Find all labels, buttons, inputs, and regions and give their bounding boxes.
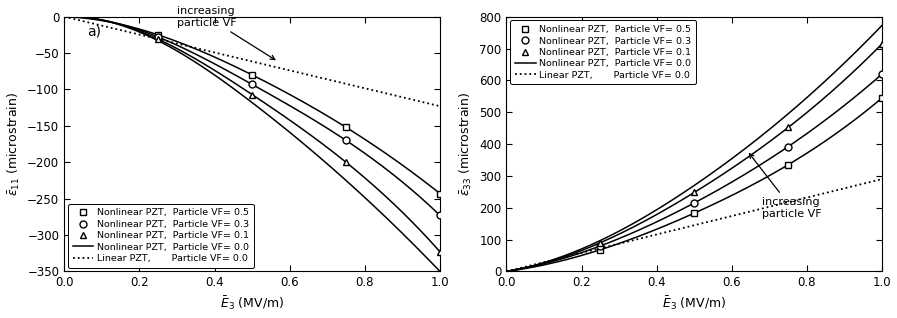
Nonlinear PZT,  Particle VF= 0.0 [283, 130, 294, 134]
Nonlinear PZT,  Particle VF= 0.3 [247, 82, 257, 86]
Nonlinear PZT,  Particle VF= 0.5 [434, 192, 445, 196]
Y-axis label: $\bar{\varepsilon}_{33}$ (microstrain): $\bar{\varepsilon}_{33}$ (microstrain) [457, 92, 474, 196]
Nonlinear PZT,  Particle VF= 0.0 [731, 153, 742, 157]
Nonlinear PZT,  Particle VF= 0.0 [818, 81, 829, 85]
Nonlinear PZT,  Particle VF= 0.0 [64, 15, 74, 18]
Nonlinear PZT,  Particle VF= 0.5 [783, 163, 794, 167]
Line: Nonlinear PZT,  Particle VF= 0.3: Nonlinear PZT, Particle VF= 0.3 [154, 34, 443, 219]
Nonlinear PZT,  Particle VF= 0.0 [723, 159, 734, 163]
Nonlinear PZT,  Particle VF= 0.0 [501, 269, 512, 273]
Nonlinear PZT,  Particle VF= 0.0 [401, 235, 412, 239]
Nonlinear PZT,  Particle VF= 0.0 [876, 23, 887, 27]
Nonlinear PZT,  Particle VF= 0.1 [341, 160, 352, 164]
Nonlinear PZT,  Particle VF= 0.0 [725, 158, 736, 162]
Nonlinear PZT,  Particle VF= 0.0 [60, 15, 71, 18]
Nonlinear PZT,  Particle VF= 0.1 [247, 93, 257, 96]
Line: Nonlinear PZT,  Particle VF= 0.0: Nonlinear PZT, Particle VF= 0.0 [65, 17, 440, 271]
Nonlinear PZT,  Particle VF= 0.5 [152, 33, 163, 37]
Nonlinear PZT,  Particle VF= 0.1 [434, 250, 445, 254]
Line: Nonlinear PZT,  Particle VF= 0.3: Nonlinear PZT, Particle VF= 0.3 [597, 71, 885, 249]
Nonlinear PZT,  Particle VF= 0.0 [283, 129, 293, 133]
Nonlinear PZT,  Particle VF= 0.1 [152, 37, 163, 41]
Legend: Nonlinear PZT,  Particle VF= 0.5, Nonlinear PZT,  Particle VF= 0.3, Nonlinear PZ: Nonlinear PZT, Particle VF= 0.5, Nonline… [68, 204, 254, 268]
Nonlinear PZT,  Particle VF= 0.1 [783, 126, 794, 129]
Line: Nonlinear PZT,  Particle VF= 0.5: Nonlinear PZT, Particle VF= 0.5 [154, 31, 443, 197]
Nonlinear PZT,  Particle VF= 0.0 [290, 135, 300, 139]
Nonlinear PZT,  Particle VF= 0.3 [689, 201, 700, 205]
Y-axis label: $\bar{\varepsilon}_{11}$ (microstrain): $\bar{\varepsilon}_{11}$ (microstrain) [5, 92, 22, 196]
Nonlinear PZT,  Particle VF= 0.3 [876, 72, 887, 76]
Text: a): a) [87, 24, 100, 38]
Line: Nonlinear PZT,  Particle VF= 0.1: Nonlinear PZT, Particle VF= 0.1 [154, 36, 443, 255]
Line: Nonlinear PZT,  Particle VF= 0.0: Nonlinear PZT, Particle VF= 0.0 [507, 25, 882, 271]
X-axis label: $\bar{E}_3$ (MV/m): $\bar{E}_3$ (MV/m) [220, 295, 284, 313]
Nonlinear PZT,  Particle VF= 0.1 [876, 42, 887, 46]
Legend: Nonlinear PZT,  Particle VF= 0.5, Nonlinear PZT,  Particle VF= 0.3, Nonlinear PZ: Nonlinear PZT, Particle VF= 0.5, Nonline… [510, 20, 696, 84]
Nonlinear PZT,  Particle VF= 0.3 [341, 139, 352, 142]
Nonlinear PZT,  Particle VF= 0.0 [841, 59, 852, 62]
Line: Nonlinear PZT,  Particle VF= 0.1: Nonlinear PZT, Particle VF= 0.1 [597, 40, 885, 246]
Nonlinear PZT,  Particle VF= 0.0 [59, 15, 70, 18]
Nonlinear PZT,  Particle VF= 0.0 [377, 212, 388, 216]
Nonlinear PZT,  Particle VF= 0.3 [595, 244, 605, 248]
Nonlinear PZT,  Particle VF= 0.5 [595, 248, 605, 252]
Nonlinear PZT,  Particle VF= 0.0 [502, 269, 513, 273]
Nonlinear PZT,  Particle VF= 0.1 [595, 241, 605, 245]
Nonlinear PZT,  Particle VF= 0.3 [434, 213, 445, 217]
Nonlinear PZT,  Particle VF= 0.0 [434, 269, 445, 273]
Line: Nonlinear PZT,  Particle VF= 0.5: Nonlinear PZT, Particle VF= 0.5 [597, 94, 885, 253]
Nonlinear PZT,  Particle VF= 0.3 [783, 145, 794, 149]
Text: increasing
particle VF: increasing particle VF [749, 154, 822, 219]
Nonlinear PZT,  Particle VF= 0.5 [247, 73, 257, 77]
Nonlinear PZT,  Particle VF= 0.3 [152, 35, 163, 39]
Text: b): b) [529, 24, 544, 38]
Nonlinear PZT,  Particle VF= 0.5 [689, 211, 700, 215]
X-axis label: $\bar{E}_3$ (MV/m): $\bar{E}_3$ (MV/m) [662, 295, 727, 313]
Nonlinear PZT,  Particle VF= 0.5 [876, 96, 887, 100]
Text: increasing
particle VF: increasing particle VF [177, 6, 274, 59]
Nonlinear PZT,  Particle VF= 0.1 [689, 190, 700, 194]
Nonlinear PZT,  Particle VF= 0.5 [341, 125, 352, 129]
